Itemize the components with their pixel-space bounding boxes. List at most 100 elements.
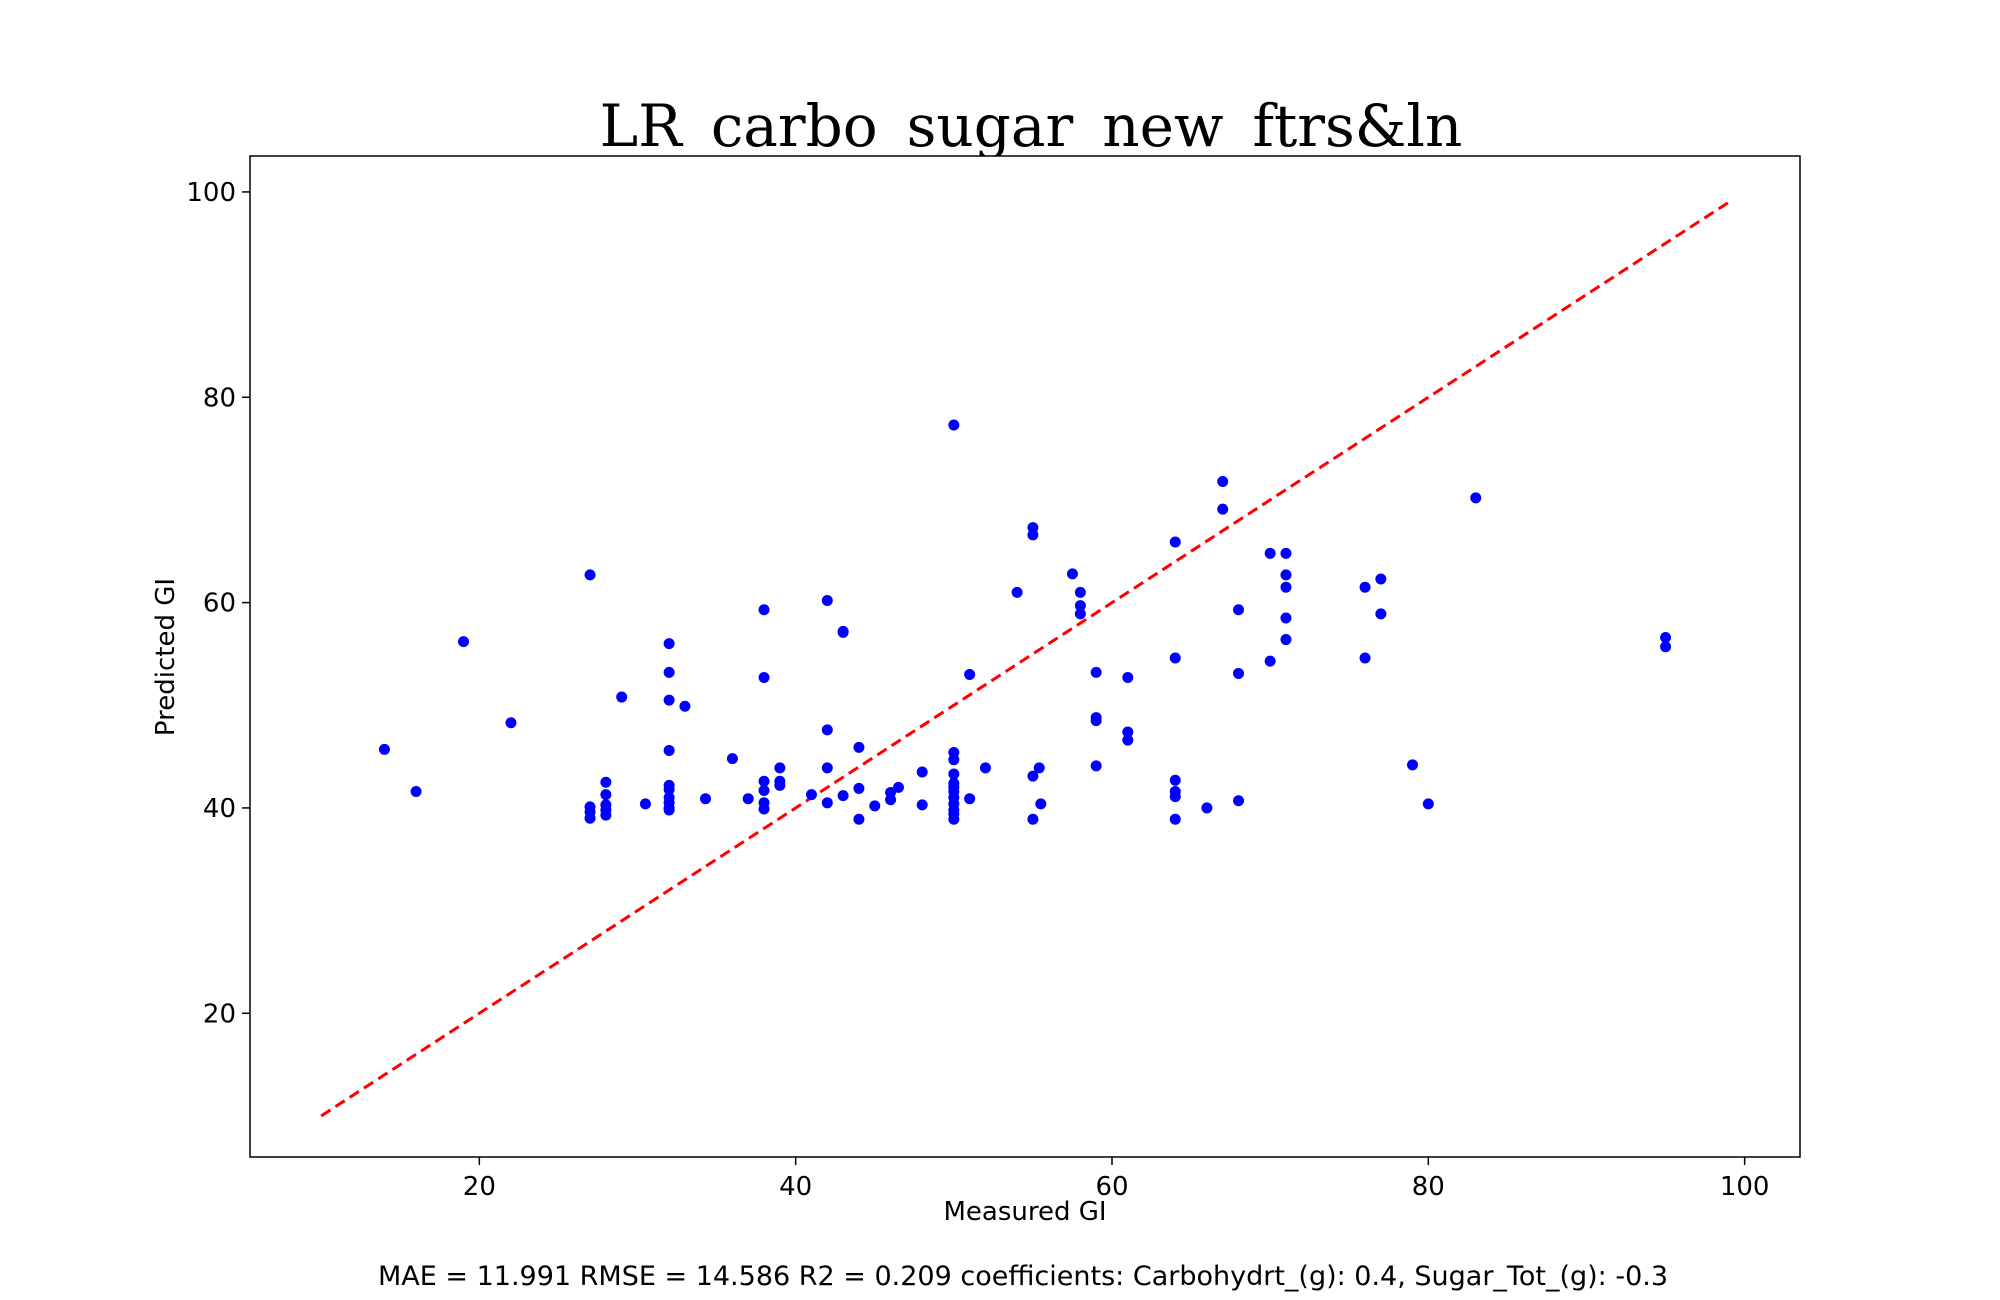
y-tick-label: 20 [203, 999, 236, 1029]
data-point [1122, 735, 1133, 746]
data-point [600, 810, 611, 821]
data-point [1012, 587, 1023, 598]
data-point [458, 636, 469, 647]
data-point [822, 762, 833, 773]
data-point [838, 790, 849, 801]
data-point [1280, 613, 1291, 624]
data-point [679, 701, 690, 712]
data-point [1170, 537, 1181, 548]
data-point [1170, 814, 1181, 825]
data-point [1170, 791, 1181, 802]
data-point [964, 793, 975, 804]
data-point [664, 804, 675, 815]
data-point [1423, 798, 1434, 809]
data-point [1407, 759, 1418, 770]
data-point [806, 789, 817, 800]
data-point [948, 754, 959, 765]
y-tick-label: 60 [203, 589, 236, 619]
y-tick-label: 80 [203, 383, 236, 413]
data-point [411, 786, 422, 797]
data-point [664, 745, 675, 756]
data-point [1170, 775, 1181, 786]
data-point [869, 800, 880, 811]
data-point [664, 638, 675, 649]
data-point [759, 803, 770, 814]
data-point [948, 814, 959, 825]
data-point [1233, 795, 1244, 806]
data-point [774, 780, 785, 791]
x-tick-label: 100 [1720, 1172, 1770, 1202]
data-point [759, 672, 770, 683]
data-point [700, 793, 711, 804]
data-point [616, 692, 627, 703]
data-point [600, 789, 611, 800]
x-tick-label: 80 [1412, 1172, 1445, 1202]
y-tick-label: 100 [186, 178, 236, 208]
data-point [640, 798, 651, 809]
data-point [1170, 653, 1181, 664]
data-point [585, 813, 596, 824]
data-point [980, 762, 991, 773]
data-point [505, 717, 516, 728]
x-axis: 20 40 60 80 100 [463, 1157, 1770, 1202]
data-point [1280, 582, 1291, 593]
x-axis-label: Measured GI [943, 1197, 1106, 1227]
data-point [1091, 715, 1102, 726]
x-tick-label: 40 [779, 1172, 812, 1202]
y-tick-label: 40 [203, 794, 236, 824]
data-point [885, 794, 896, 805]
data-point [379, 744, 390, 755]
data-point [948, 419, 959, 430]
y-axis-label: Predicted GI [151, 578, 181, 736]
data-point [1265, 548, 1276, 559]
data-point [1280, 569, 1291, 580]
data-point [1035, 798, 1046, 809]
data-point [1265, 656, 1276, 667]
data-point [585, 569, 596, 580]
data-point [774, 762, 785, 773]
data-point [727, 753, 738, 764]
data-point [600, 777, 611, 788]
data-point [964, 669, 975, 680]
data-point [822, 797, 833, 808]
data-point [1091, 667, 1102, 678]
data-point [1280, 634, 1291, 645]
data-point [1091, 760, 1102, 771]
data-point [822, 595, 833, 606]
data-point [759, 785, 770, 796]
data-point [853, 783, 864, 794]
data-point [1201, 802, 1212, 813]
metrics-caption: MAE = 11.991 RMSE = 14.586 R2 = 0.209 co… [378, 1261, 1668, 1292]
y-axis: 20 40 60 80 100 [186, 178, 250, 1029]
data-point [1660, 641, 1671, 652]
data-point [664, 695, 675, 706]
data-point [1375, 573, 1386, 584]
data-point [1217, 476, 1228, 487]
data-point [1122, 672, 1133, 683]
data-point [1217, 504, 1228, 515]
data-point [917, 767, 928, 778]
data-point [743, 793, 754, 804]
data-point [1360, 653, 1371, 664]
data-point [1280, 548, 1291, 559]
data-point [838, 627, 849, 638]
data-point [1027, 814, 1038, 825]
data-point [1075, 587, 1086, 598]
x-tick-label: 20 [463, 1172, 496, 1202]
data-point [1233, 604, 1244, 615]
data-point [664, 667, 675, 678]
data-point [1470, 492, 1481, 503]
data-point [1027, 529, 1038, 540]
chart-title: LR_carbo_sugar_new_ftrs&ln [600, 92, 1463, 160]
data-point [853, 742, 864, 753]
data-point [759, 604, 770, 615]
data-point [1360, 582, 1371, 593]
data-point [822, 724, 833, 735]
data-point [853, 814, 864, 825]
data-point [1375, 608, 1386, 619]
data-point [1067, 568, 1078, 579]
data-point [917, 799, 928, 810]
data-point [1075, 608, 1086, 619]
data-point [1233, 668, 1244, 679]
